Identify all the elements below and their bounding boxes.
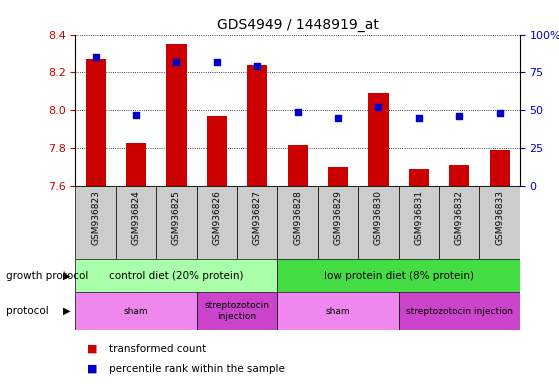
Bar <box>126 142 146 186</box>
Bar <box>197 186 237 259</box>
Text: low protein diet (8% protein): low protein diet (8% protein) <box>324 270 473 281</box>
Text: GSM936830: GSM936830 <box>374 190 383 245</box>
Point <box>455 113 464 119</box>
Text: growth protocol: growth protocol <box>6 270 88 281</box>
Text: GSM936833: GSM936833 <box>495 190 504 245</box>
Point <box>414 115 423 121</box>
Bar <box>480 186 520 259</box>
Text: GSM936824: GSM936824 <box>131 190 140 245</box>
Text: transformed count: transformed count <box>109 344 206 354</box>
Point <box>334 115 343 121</box>
Title: GDS4949 / 1448919_at: GDS4949 / 1448919_at <box>217 18 378 32</box>
Bar <box>328 167 348 186</box>
Bar <box>368 93 389 186</box>
Point <box>374 104 383 111</box>
Bar <box>399 186 439 259</box>
Point <box>91 54 100 60</box>
Text: control diet (20% protein): control diet (20% protein) <box>109 270 244 281</box>
Bar <box>439 186 480 259</box>
Text: sham: sham <box>124 306 148 316</box>
Bar <box>75 259 277 292</box>
Text: GSM936826: GSM936826 <box>212 190 221 245</box>
Bar <box>490 150 510 186</box>
Text: ■: ■ <box>87 344 97 354</box>
Text: GSM936831: GSM936831 <box>414 190 423 245</box>
Text: streptozotocin injection: streptozotocin injection <box>406 306 513 316</box>
Bar <box>409 169 429 186</box>
Point <box>495 110 504 116</box>
Text: streptozotocin
injection: streptozotocin injection <box>205 301 269 321</box>
Text: percentile rank within the sample: percentile rank within the sample <box>109 364 285 374</box>
Bar <box>75 186 116 259</box>
Text: ▶: ▶ <box>63 270 71 281</box>
Point <box>172 59 181 65</box>
Text: GSM936825: GSM936825 <box>172 190 181 245</box>
Bar <box>358 186 399 259</box>
Bar <box>207 116 227 186</box>
Point <box>253 63 262 70</box>
Bar <box>157 186 197 259</box>
Bar <box>75 292 197 330</box>
Bar <box>277 186 318 259</box>
Bar <box>277 292 399 330</box>
Bar <box>116 186 157 259</box>
Bar <box>449 166 470 186</box>
Text: GSM936829: GSM936829 <box>334 190 343 245</box>
Bar <box>167 44 187 186</box>
Bar <box>86 59 106 186</box>
Text: protocol: protocol <box>6 306 48 316</box>
Bar <box>287 144 308 186</box>
Text: ▶: ▶ <box>63 306 71 316</box>
Text: GSM936828: GSM936828 <box>293 190 302 245</box>
Bar <box>197 292 277 330</box>
Bar <box>399 292 520 330</box>
Text: sham: sham <box>326 306 350 316</box>
Point <box>212 59 221 65</box>
Point <box>131 112 140 118</box>
Bar <box>318 186 358 259</box>
Point <box>293 109 302 115</box>
Bar <box>277 259 520 292</box>
Text: ■: ■ <box>87 364 97 374</box>
Text: GSM936823: GSM936823 <box>91 190 100 245</box>
Text: GSM936827: GSM936827 <box>253 190 262 245</box>
Text: GSM936832: GSM936832 <box>455 190 464 245</box>
Bar <box>237 186 277 259</box>
Bar <box>247 65 267 186</box>
